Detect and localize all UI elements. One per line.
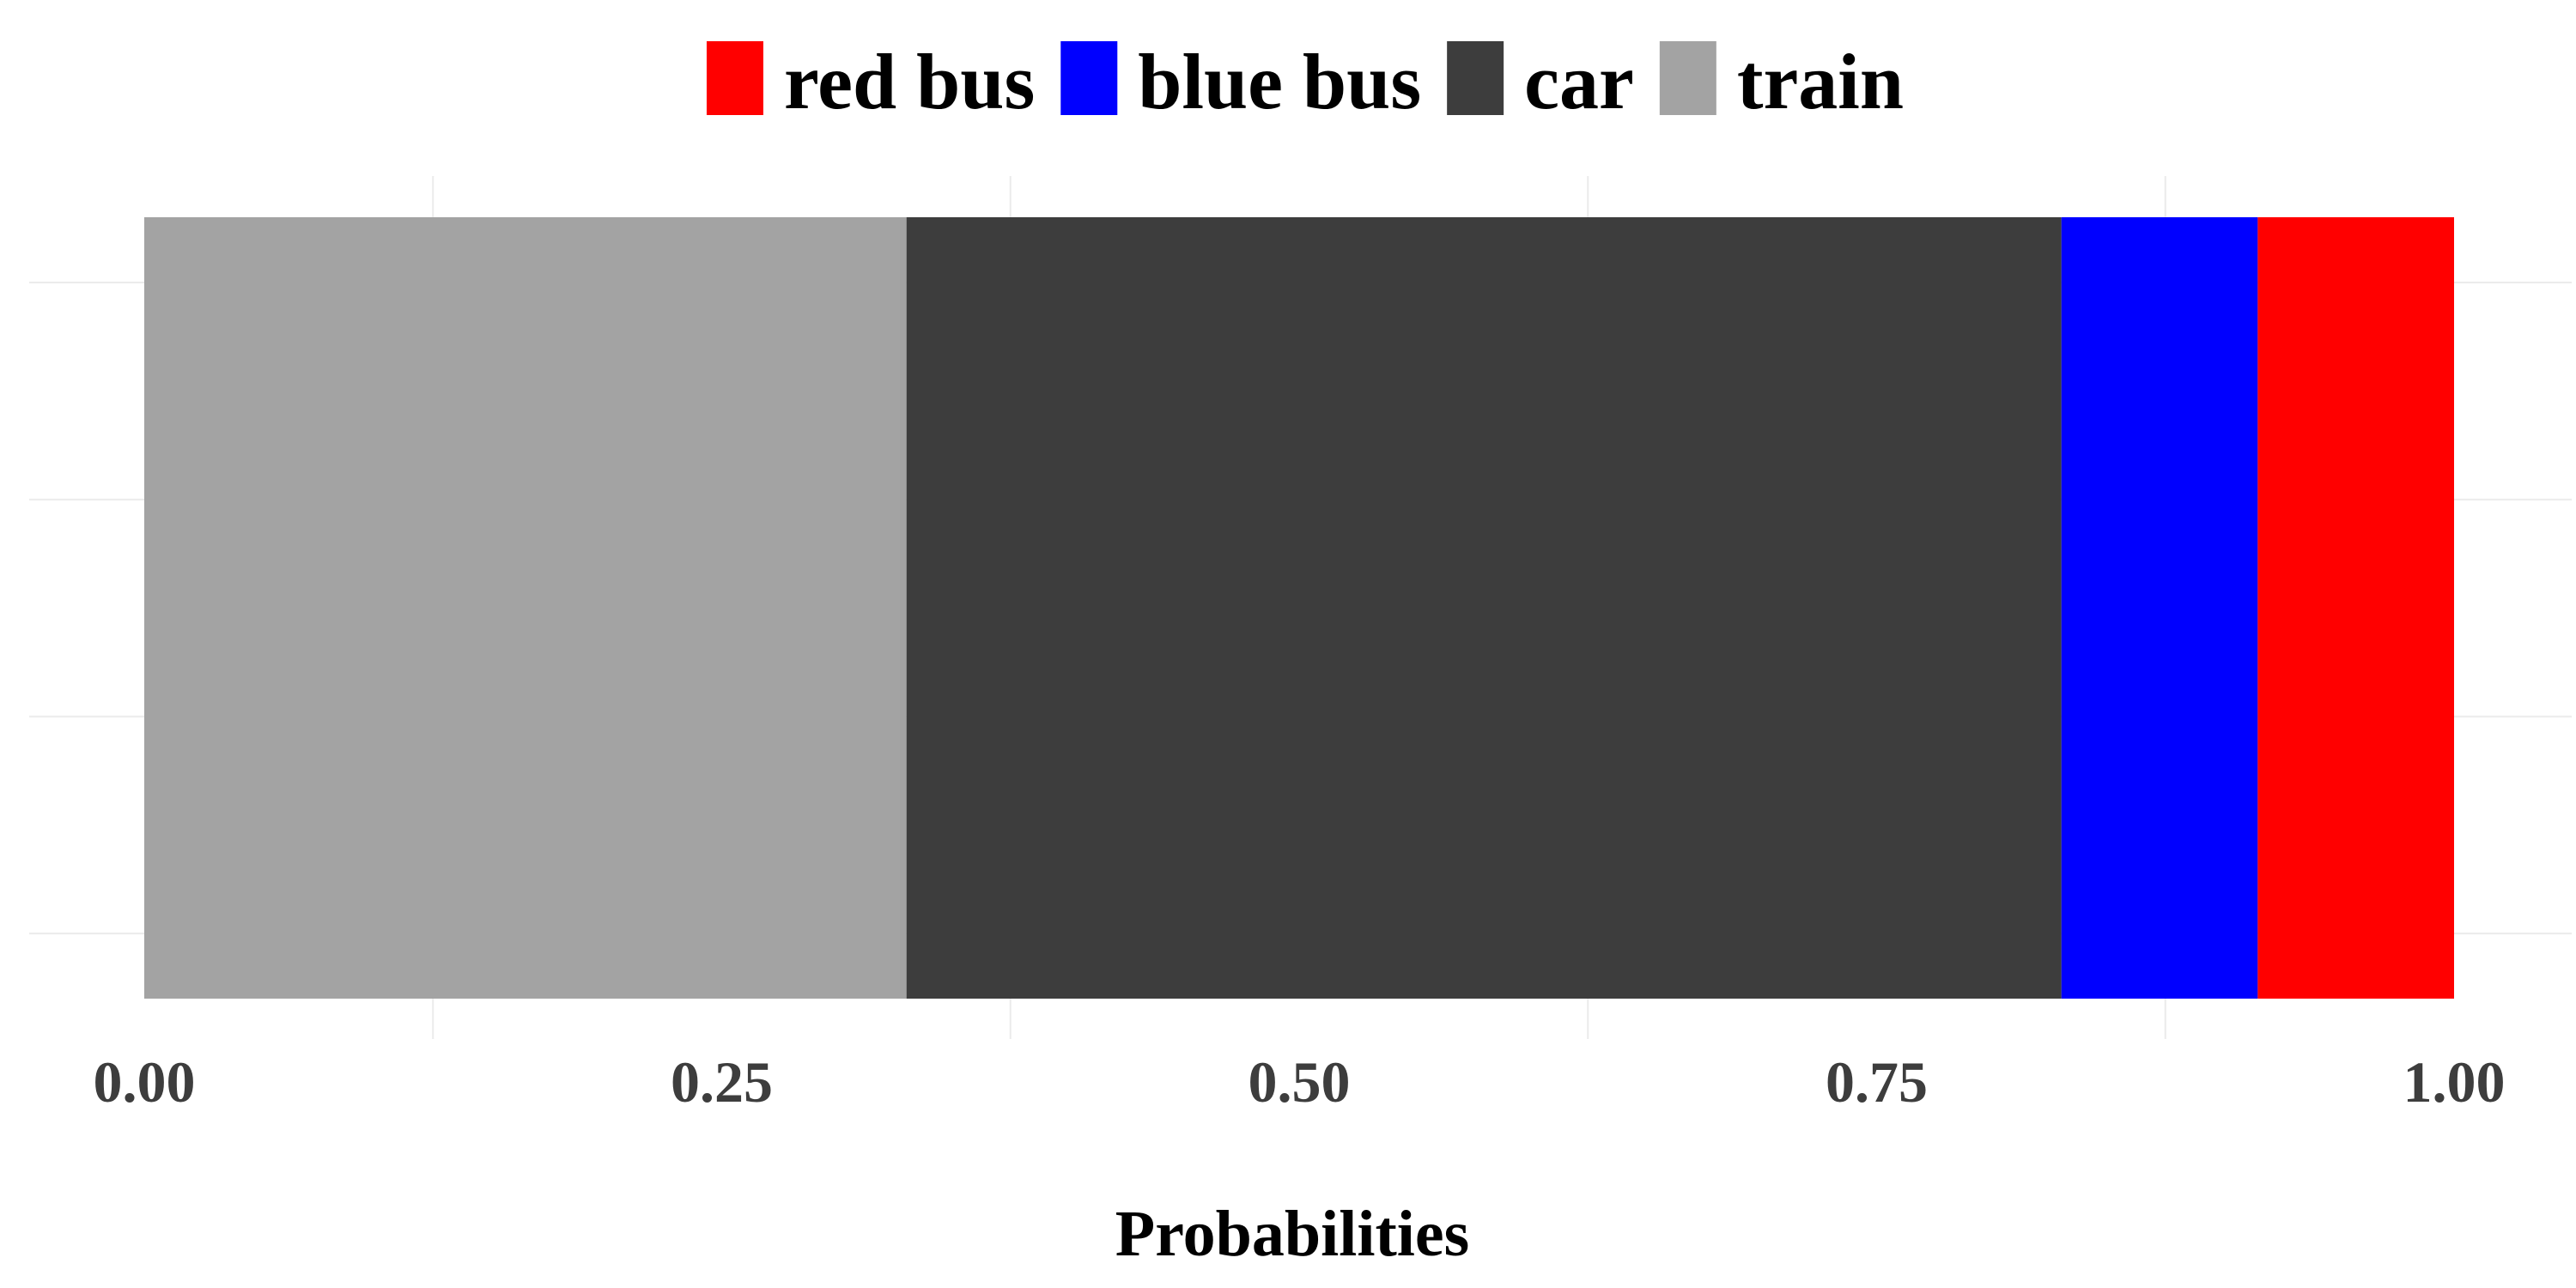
legend-label: blue bus — [1138, 38, 1421, 125]
x-tick-label: 0.00 — [94, 1049, 196, 1115]
legend: red bus blue bus car train — [706, 38, 1904, 125]
x-axis-title: Probabilities — [1115, 1198, 1469, 1270]
x-axis-ticks: 0.00 0.25 0.50 0.75 1.00 — [94, 1049, 2506, 1115]
legend-key-blue-bus — [1060, 41, 1118, 115]
legend-label: train — [1737, 38, 1904, 125]
legend-key-red-bus — [706, 41, 763, 115]
bar-segment-train — [144, 217, 907, 999]
stacked-bar — [144, 217, 2454, 999]
legend-label: red bus — [784, 38, 1035, 125]
legend-key-train — [1659, 41, 1716, 115]
bar-segment-blue-bus — [2061, 217, 2258, 999]
x-tick-label: 0.50 — [1249, 1049, 1351, 1115]
legend-key-car — [1447, 41, 1504, 115]
legend-item-blue-bus: blue bus — [1060, 38, 1421, 125]
legend-item-train: train — [1659, 38, 1904, 125]
bar-segment-car — [906, 217, 2062, 999]
x-tick-label: 0.75 — [1826, 1049, 1928, 1115]
legend-label: car — [1524, 38, 1634, 125]
legend-item-red-bus: red bus — [706, 38, 1035, 125]
bar-segment-red-bus — [2257, 217, 2454, 999]
legend-item-car: car — [1447, 38, 1634, 125]
x-tick-label: 1.00 — [2403, 1049, 2506, 1115]
x-tick-label: 0.25 — [671, 1049, 773, 1115]
